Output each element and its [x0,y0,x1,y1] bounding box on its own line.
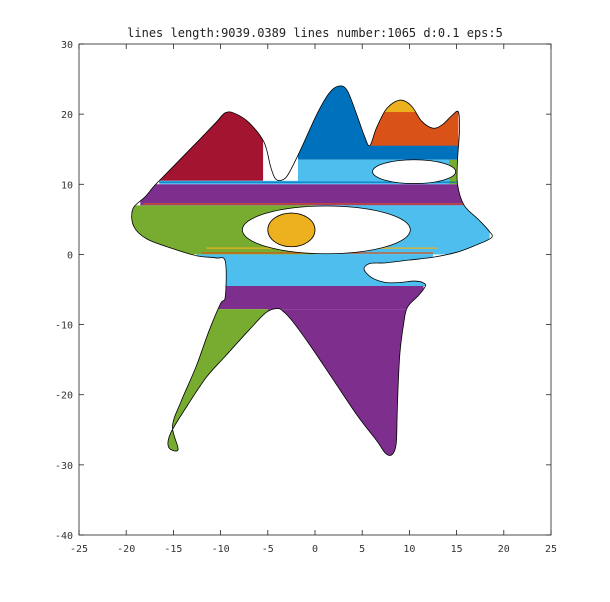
x-tick-label: 25 [545,544,557,555]
islands [267,212,316,248]
fill-band-purple [215,285,424,310]
island-yellow [267,212,316,248]
x-tick-label: 0 [312,544,318,555]
y-tick-label: 20 [61,110,73,121]
x-tick-label: -25 [70,544,88,555]
x-tick-label: -5 [262,544,274,555]
y-tick-label: -40 [55,531,73,542]
x-tick-label: -20 [117,544,135,555]
y-tick-label: -30 [55,461,73,472]
hole-2 [372,159,457,184]
x-tick-label: -10 [212,544,230,555]
y-tick-label: -20 [55,391,73,402]
shape-outline [131,85,493,456]
x-tick-label: 5 [359,544,365,555]
x-tick-label: 10 [403,544,415,555]
y-tick-label: 0 [67,250,73,261]
x-axis: -25 -20 -15 -10 -5 0 5 10 15 20 25 [70,44,557,555]
fill-band-purple [140,184,471,206]
y-tick-label: 10 [61,180,73,191]
y-axis: -40 -30 -20 -10 0 10 20 30 [55,40,551,542]
chart-title: lines length:9039.0389 lines number:1065… [127,26,503,40]
x-tick-label: 15 [451,544,463,555]
y-tick-label: -10 [55,321,73,332]
y-tick-label: 30 [61,40,73,51]
x-tick-label: -15 [164,544,182,555]
x-tick-label: 20 [498,544,510,555]
